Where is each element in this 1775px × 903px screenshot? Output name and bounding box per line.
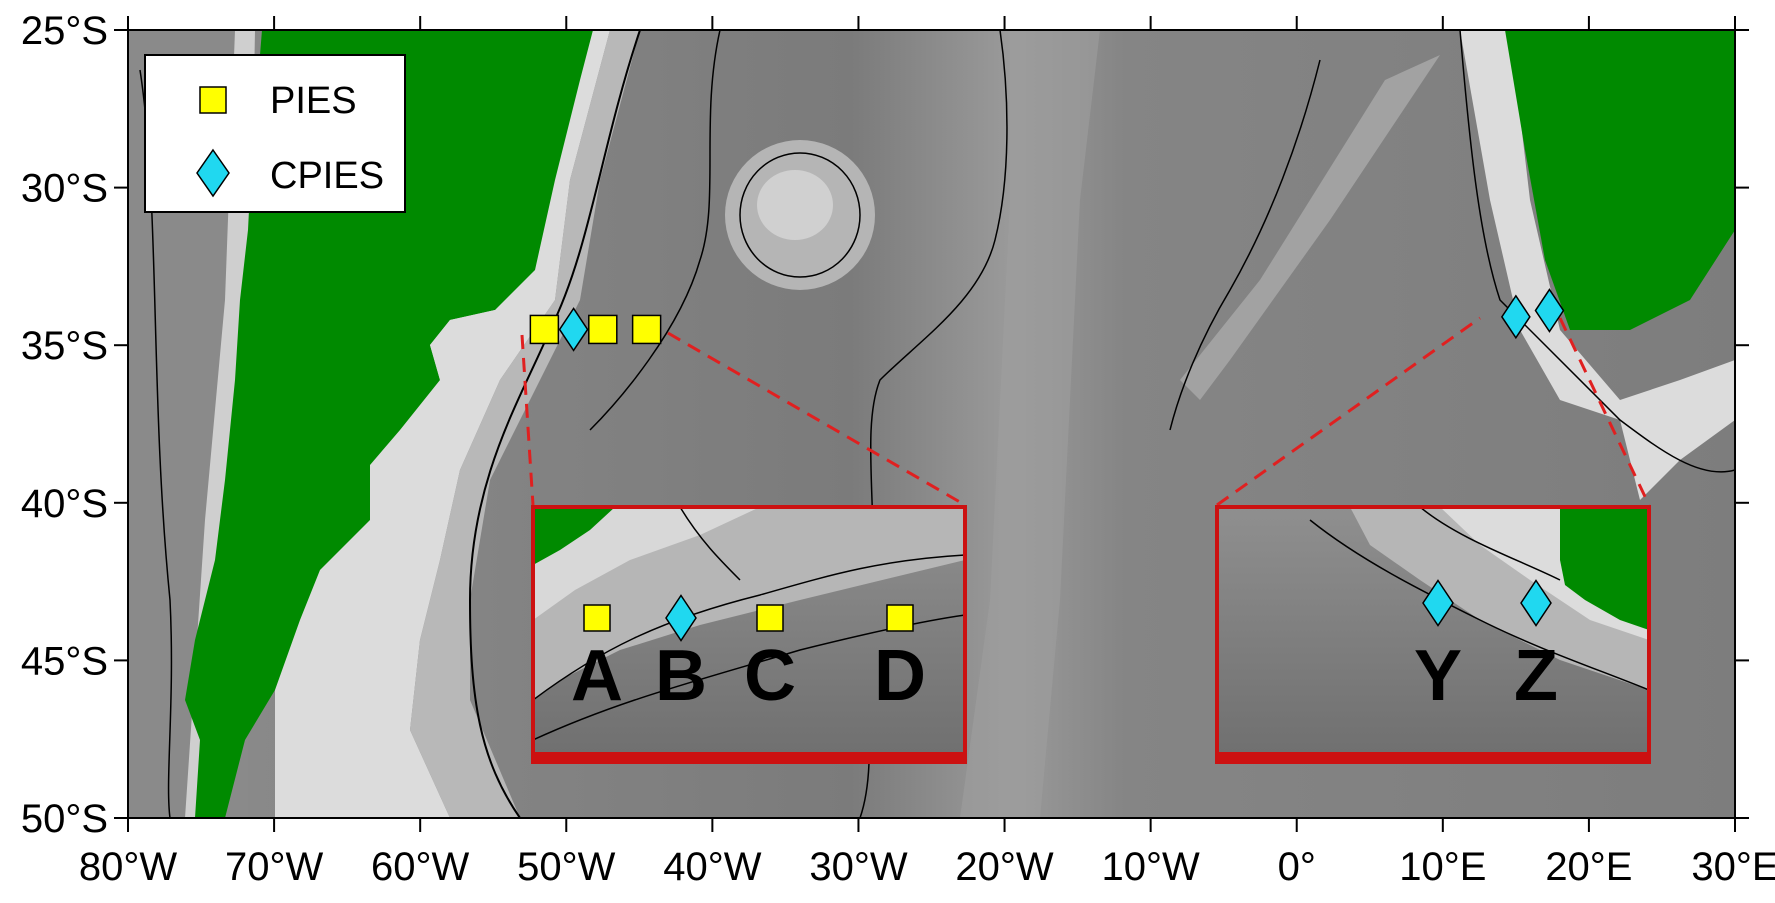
south-america-land: [185, 30, 593, 818]
legend-box: [144, 54, 406, 213]
pies-site-marker: [529, 314, 560, 345]
y-tick-label: 40°S: [21, 482, 108, 526]
inset-shelf-light: [533, 507, 760, 620]
x-tick-label: 30°W: [809, 845, 907, 889]
x-tick-label: 40°W: [663, 845, 761, 889]
y-tick-label: 25°S: [21, 9, 108, 53]
cpies-site-marker: [1500, 294, 1531, 340]
inset-land: [1560, 507, 1649, 630]
site-label-a: A: [571, 636, 623, 716]
main-site-markers: [529, 288, 1565, 352]
contour-line: [589, 30, 721, 431]
site-label-y: Y: [1414, 636, 1462, 716]
inset-contour: [1419, 507, 1561, 581]
legend-cpies-label: CPIES: [270, 155, 384, 197]
x-tick-label: 20°E: [1545, 845, 1632, 889]
pies-site-marker: [588, 314, 618, 345]
y-tick-label: 35°S: [21, 324, 108, 368]
walvis-ridge: [1180, 55, 1440, 400]
site-label-d: D: [874, 636, 926, 716]
x-tick-label: 70°W: [225, 845, 323, 889]
rio-de-la-plata: [430, 310, 525, 380]
mid-atlantic-ridge: [960, 30, 1100, 818]
site-label-c: C: [744, 636, 796, 716]
x-tick-label: 0°: [1278, 845, 1316, 889]
site-label-z: Z: [1514, 636, 1558, 716]
inset-contour: [679, 507, 741, 581]
legend-cpies-marker: [196, 148, 230, 198]
inset-east: [1215, 505, 1651, 764]
x-tick-label: 10°E: [1399, 845, 1486, 889]
cpies-site-marker: [1520, 579, 1552, 627]
y-tick-label: 45°S: [21, 639, 108, 683]
y-tick-label: 30°S: [21, 167, 108, 211]
cpies-site-marker: [1422, 579, 1454, 627]
contour-line: [1459, 30, 1735, 473]
inset-contour: [533, 614, 965, 741]
pies-site-marker: [886, 604, 914, 632]
legend-pies-marker: [199, 86, 227, 114]
x-tick-label: 80°W: [79, 845, 177, 889]
inset-contour: [533, 554, 965, 701]
x-tick-label: 30°E: [1691, 845, 1775, 889]
contour-line: [468, 30, 641, 818]
inset-frame-bottom: [1217, 752, 1649, 762]
inset-contour: [1309, 519, 1649, 691]
inset-west: [531, 505, 967, 764]
cpies-site-marker: [665, 594, 697, 642]
y-tick-label: 50°S: [21, 797, 108, 841]
africa-land: [1505, 30, 1735, 330]
inset-frame-bottom: [533, 752, 965, 762]
contour-line: [1169, 59, 1321, 431]
pies-site-marker: [756, 604, 784, 632]
rio-grande-rise-top: [757, 170, 833, 240]
inset-land: [533, 507, 615, 565]
pies-site-marker: [631, 314, 662, 345]
map-frame: [127, 29, 1736, 819]
legend-pies-label: PIES: [270, 80, 357, 122]
east-shelf: [1460, 30, 1735, 500]
legend: PIES CPIES: [144, 54, 406, 213]
x-tick-label: 50°W: [517, 845, 615, 889]
west-slope: [410, 30, 640, 818]
site-label-b: B: [655, 636, 707, 716]
pies-site-marker: [583, 604, 611, 632]
inset-connectors: [520, 316, 1651, 507]
axis-ticks: 80°W 70°W 60°W 50°W 40°W 30°W 20°W 10°W 0° 10°E 20…: [21, 9, 1775, 889]
x-tick-label: 10°W: [1102, 845, 1200, 889]
contour-line: [739, 152, 861, 278]
cpies-site-marker: [1534, 288, 1565, 333]
cpies-site-marker: [558, 307, 589, 352]
x-tick-label: 20°W: [955, 845, 1053, 889]
x-tick-label: 60°W: [371, 845, 469, 889]
